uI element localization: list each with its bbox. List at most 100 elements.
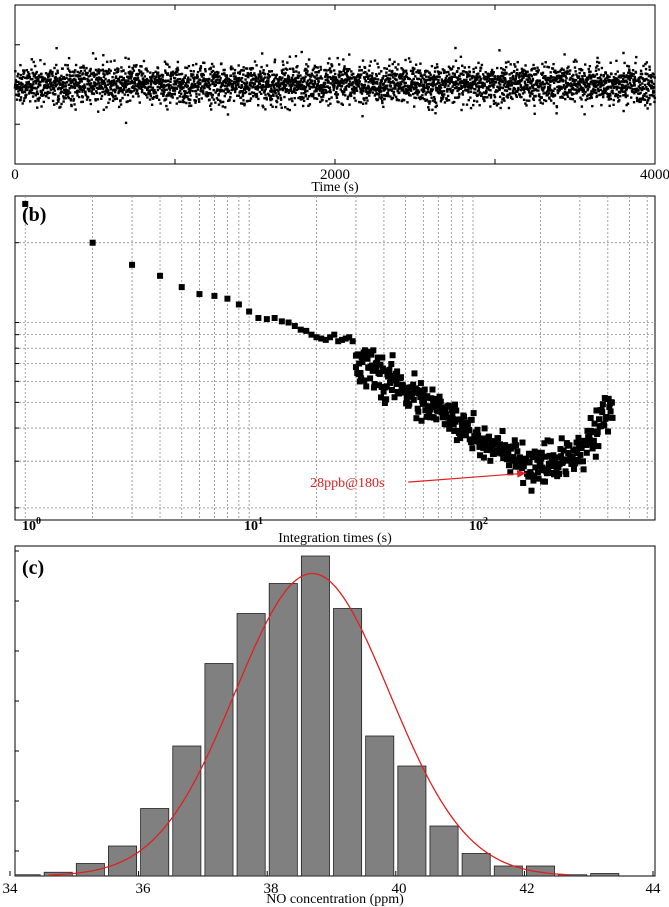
panel-a-point (57, 100, 60, 103)
panel-a-point (508, 92, 512, 95)
panel-a-point (221, 100, 225, 104)
panel-a-point (78, 90, 81, 93)
panel-a-point (530, 67, 534, 71)
panel-a-point (386, 77, 390, 80)
panel-a-point (31, 95, 35, 98)
panel-a-point (233, 68, 237, 72)
panel-a-point (313, 64, 317, 68)
panel-a-point (523, 80, 527, 84)
panel-a-point (582, 89, 585, 93)
panel-a-point (251, 67, 255, 70)
panel-a-point (136, 74, 139, 77)
panel-a-point (565, 91, 568, 94)
panel-b-point (462, 432, 469, 439)
panel-b-point (424, 403, 431, 410)
panel-a-point (375, 74, 378, 77)
panel-a-point (42, 100, 45, 104)
panel-a-point (625, 87, 629, 91)
panel-a-point (365, 72, 369, 75)
panel-a-point (306, 79, 310, 82)
panel-a-point (468, 74, 471, 77)
panel-a-point (70, 74, 74, 78)
panel-a-point (562, 74, 565, 78)
panel-a-point (607, 80, 611, 83)
panel-a-point (305, 82, 309, 86)
panel-a-point (545, 92, 548, 95)
panel-b-point (448, 406, 455, 413)
panel-a-point (639, 100, 642, 103)
panel-a-point (194, 99, 197, 103)
panel-a-point (455, 82, 459, 86)
panel-a-point (103, 92, 107, 96)
panel-a-point (522, 76, 525, 79)
panel-a-point (427, 100, 430, 103)
panel-a-point (607, 87, 610, 90)
panel-a-point (88, 88, 91, 92)
panel-a-point (151, 73, 154, 77)
panel-a-point (146, 96, 149, 99)
panel-a-point (333, 72, 337, 76)
panel-a-point (59, 83, 62, 86)
panel-a-point (140, 65, 143, 68)
panel-a-point (400, 74, 404, 78)
panel-a-point (496, 66, 499, 70)
panel-a-point (283, 79, 286, 83)
panel-a-point (429, 90, 432, 93)
panel-a-point (603, 78, 607, 81)
panel-a-point (621, 90, 625, 93)
panel-a-point (160, 92, 163, 95)
panel-a-point (332, 88, 335, 92)
panel-a-point (611, 84, 614, 87)
panel-a-point (243, 83, 247, 86)
panel-a-point (185, 91, 189, 95)
panel-b-point (608, 399, 615, 406)
panel-a-point (37, 77, 40, 81)
panel-b-point (451, 427, 458, 434)
panel-a-point (163, 88, 166, 92)
panel-a-point (434, 83, 437, 86)
panel-a-point (516, 60, 519, 64)
panel-a-point (447, 70, 450, 74)
panel-a-point (254, 87, 257, 91)
panel-a-point (395, 78, 398, 82)
panel-a-point (351, 91, 354, 94)
panel-a-point (498, 49, 501, 52)
panel-a-point (154, 70, 157, 74)
panel-a-point (646, 99, 650, 102)
panel-a-point (447, 98, 451, 102)
panel-a-point (476, 85, 479, 88)
panel-a-point (433, 96, 436, 99)
panel-a-point (540, 96, 543, 99)
panel-a-point (275, 94, 278, 98)
panel-b-point (527, 471, 534, 478)
panel-a-point (317, 77, 320, 80)
panel-a-point (158, 77, 161, 81)
panel-a-point (183, 89, 186, 93)
panel-a-point (292, 70, 295, 74)
panel-a-point (136, 78, 139, 81)
panel-b-point (545, 466, 552, 473)
panel-a-point (518, 94, 521, 97)
panel-a-point (271, 73, 274, 77)
panel-b-point (396, 389, 403, 396)
panel-a-point (553, 76, 556, 79)
panel-a-point (435, 104, 438, 107)
panel-a-point (413, 81, 416, 84)
panel-a-point (207, 86, 211, 89)
panel-a-point (258, 90, 261, 94)
panel-a-point (446, 90, 449, 93)
panel-a-point (549, 99, 553, 102)
panel-a-point (526, 84, 529, 87)
panel-a-point (109, 60, 113, 63)
panel-b-point (535, 475, 542, 482)
panel-a-point (174, 83, 178, 86)
panel-a-point (590, 92, 594, 96)
panel-a-point (97, 80, 100, 83)
panel-a-point (563, 93, 566, 96)
panel-a-point (29, 91, 33, 94)
panel-a-point (503, 89, 507, 92)
panel-a-point (95, 73, 98, 76)
panel-a-point (617, 86, 620, 89)
panel-a-point (219, 85, 223, 89)
panel-a-point (415, 86, 418, 89)
